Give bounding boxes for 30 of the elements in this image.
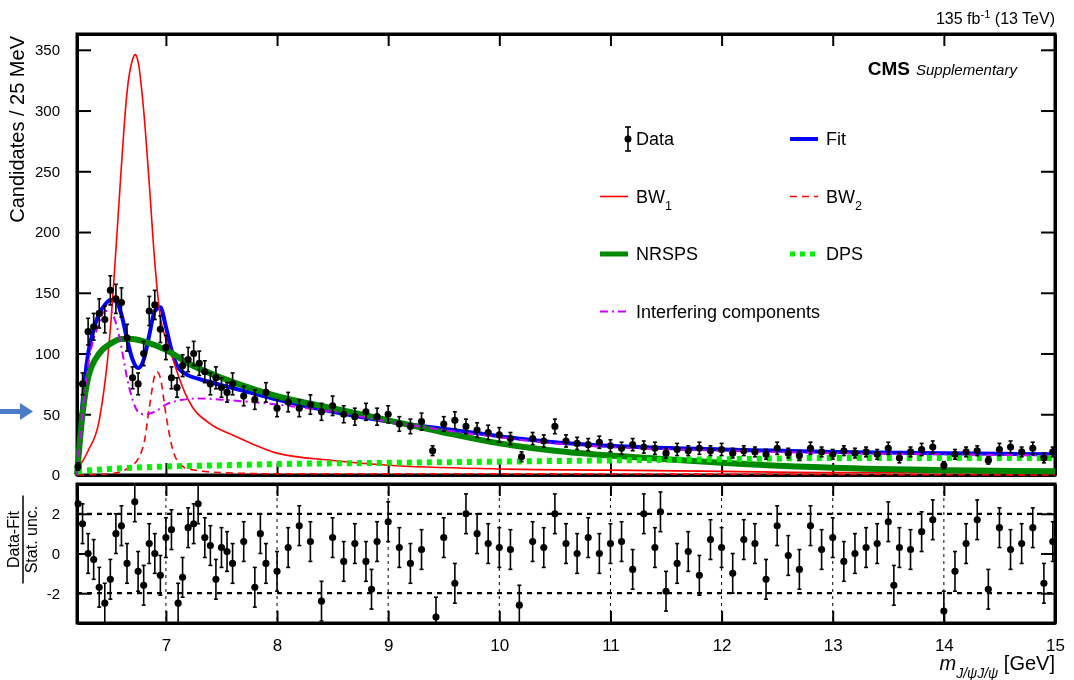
y-tick-label: 0	[51, 466, 60, 484]
y-axis-title: Candidates / 25 MeV	[6, 35, 28, 223]
legend-label: DPS	[826, 244, 864, 264]
y-tick-label: 2	[51, 505, 60, 523]
y-tick-label: 150	[34, 284, 60, 302]
y-tick-label: 50	[43, 405, 60, 423]
y-tick-label: 200	[34, 223, 60, 241]
annotation: Supplementary	[916, 61, 1019, 78]
y-tick-label: -2	[46, 584, 60, 602]
y-axis-title: Data-Fit Stat. unc.	[5, 505, 40, 574]
x-tick-label: 7	[161, 636, 172, 656]
annotation: CMS	[867, 58, 910, 79]
legend-label: Fit	[826, 129, 846, 149]
x-tick-label: 11	[602, 636, 620, 656]
x-tick-label: 13	[823, 636, 843, 656]
y-tick-label: 250	[34, 162, 60, 180]
legend-label: NRSPS	[636, 244, 699, 264]
x-tick-label: 9	[383, 636, 394, 656]
x-tick-label: 10	[490, 636, 510, 656]
legend-label: BW$_{1}$	[636, 186, 673, 213]
legend-label: Interfering components	[636, 301, 821, 322]
legend-label: Data	[636, 129, 676, 149]
x-tick-label: 12	[712, 636, 732, 656]
text: 135 fb$^{-1}$ (13 TeV)	[935, 8, 1055, 27]
y-tick-label: 100	[34, 344, 60, 362]
y-tick-label: 300	[34, 101, 60, 119]
y-tick-label: 0	[51, 544, 60, 562]
y-tick-label: 350	[34, 41, 60, 59]
legend-label: BW$_{2}$	[826, 186, 863, 213]
x-tick-label: 8	[272, 636, 283, 656]
